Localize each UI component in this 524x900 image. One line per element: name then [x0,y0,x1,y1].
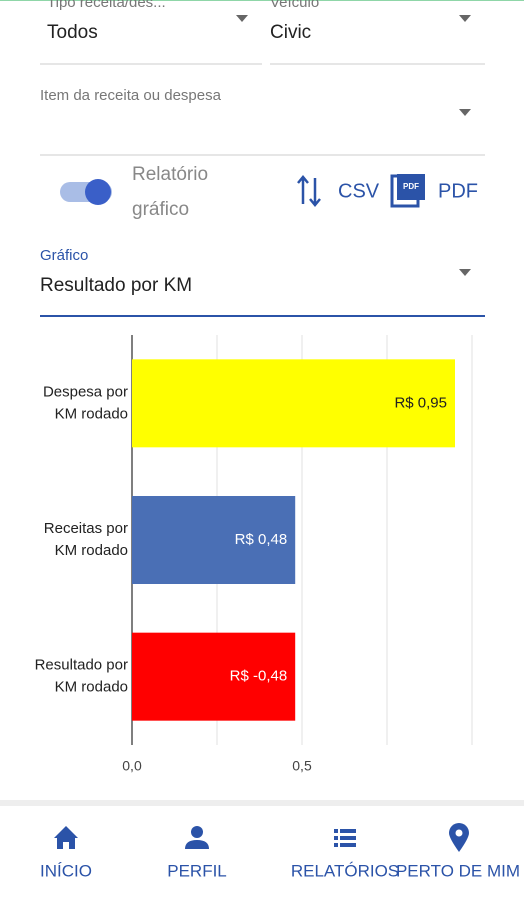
csv-button[interactable]: CSV [297,175,380,207]
person-icon [185,840,209,849]
dropdown-label: Veículo [270,0,319,11]
home-icon [54,826,78,849]
dropdown-arrow [459,15,471,22]
bottom-nav [0,806,524,900]
dropdown-item[interactable]: Item da receita ou despesa [40,87,485,156]
y-tick-label: Receitas por KM rodado [44,520,128,559]
dropdown-veiculo[interactable]: Veículo Civic [270,0,485,65]
pdf-button[interactable]: PDF PDF [390,174,478,208]
toggle[interactable]: Relatório gráfico [60,164,208,220]
dropdown-value: Resultado por KM [40,275,192,296]
nav-perfil[interactable]: PERFIL [167,826,227,880]
nav-relatorios[interactable]: RELATÓRIOS [291,829,399,880]
nav-label: PERTO DE MIM [396,861,520,880]
list-icon [334,829,356,847]
bar [132,632,296,721]
y-tick-label: Resultado por KM rodado [35,657,128,696]
dropdown-tipo[interactable]: Tipo receita/des... Todos [40,0,262,65]
bar [132,359,455,448]
x-tick-label: 0,5 [292,758,312,774]
pin-icon [449,823,469,852]
nav-inicio[interactable]: INÍCIO [40,826,92,880]
dropdown-value: Civic [270,22,311,43]
x-tick-label: 0,0 [122,758,142,774]
y-tick-label: Despesa por KM rodado [43,383,128,422]
nav-label: INÍCIO [40,861,92,880]
person-icon [191,826,203,838]
bar [132,496,296,584]
pin-dot [455,829,463,837]
nav-label: RELATÓRIOS [291,861,399,880]
value-label: R$ 0,95 [394,394,447,411]
nav-perto[interactable]: PERTO DE MIM [396,823,520,880]
dropdown-value: Todos [47,22,98,43]
toggle-label: gráfico [132,199,189,220]
dropdown-label: Gráfico [40,247,88,264]
dropdown-label: Tipo receita/des... [47,0,166,11]
dropdown-grafico[interactable]: Gráfico Resultado por KM [40,247,485,317]
pdf-icon [397,174,425,200]
toggle-knob [85,179,111,205]
nav-shadow [0,800,524,808]
csv-icon [297,175,321,207]
pdf-icon-text: PDF [403,182,419,191]
chart: 0,0 0,5 R$ 0,95 Despesa por KM rodado R$ 0,48… [35,335,473,774]
toggle-label: Relatório [132,164,208,185]
nav-label: PERFIL [167,861,227,880]
pdf-label: PDF [438,180,478,202]
dropdown-arrow [236,15,248,22]
dropdown-arrow [459,269,471,276]
csv-label: CSV [338,180,380,202]
value-label: R$ 0,48 [235,531,288,548]
dropdown-arrow [459,109,471,116]
value-label: R$ -0,48 [230,668,288,685]
dropdown-label: Item da receita ou despesa [40,87,222,104]
